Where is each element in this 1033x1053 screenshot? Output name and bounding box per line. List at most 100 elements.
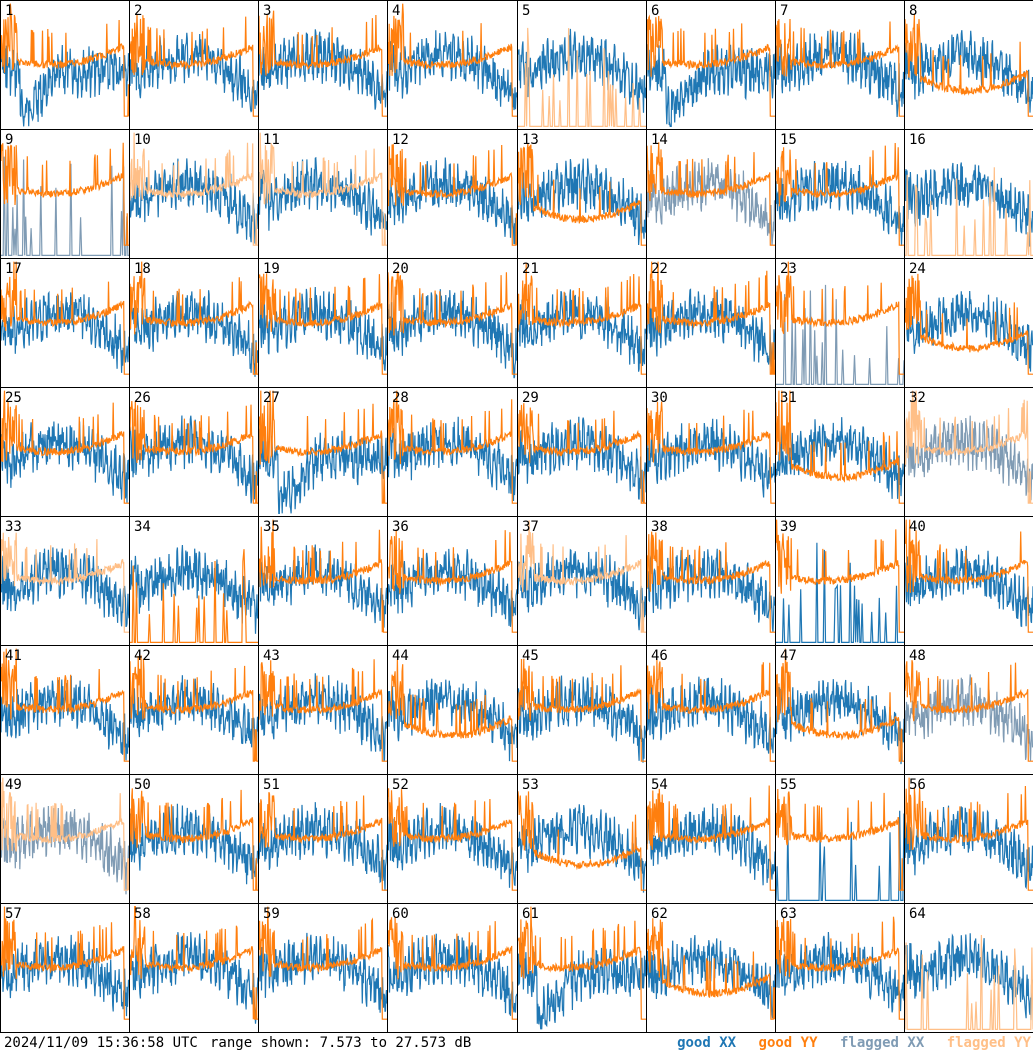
panel-label: 26 xyxy=(134,390,151,406)
panel-19: 19 xyxy=(258,258,388,388)
panel-label: 22 xyxy=(651,261,668,277)
panel-plot xyxy=(518,143,646,246)
panel-18: 18 xyxy=(129,258,259,388)
series-good-xx xyxy=(130,544,258,634)
panel-label: 25 xyxy=(5,390,22,406)
series-xx xyxy=(776,160,904,247)
panel-label: 54 xyxy=(651,777,668,793)
series-yy xyxy=(259,132,387,246)
panel-label: 7 xyxy=(780,3,789,19)
panel-plot xyxy=(259,906,387,1020)
series-yy xyxy=(388,390,517,504)
series-xx xyxy=(776,679,904,765)
series-xx xyxy=(1,934,129,1017)
panel-10: 10 xyxy=(129,129,259,259)
series-xx xyxy=(1,547,129,628)
series-xx xyxy=(388,289,517,379)
panel-plot xyxy=(518,263,646,375)
panel-plot xyxy=(518,403,646,504)
panel-plot xyxy=(776,261,904,386)
panel-label: 40 xyxy=(909,519,926,535)
panel-plot xyxy=(776,18,904,118)
panel-label: 19 xyxy=(263,261,280,277)
panel-33: 33 xyxy=(0,516,130,646)
panel-plot xyxy=(776,519,904,644)
panel-3: 3 xyxy=(258,0,388,130)
series-yy xyxy=(1,532,129,633)
series-yy xyxy=(388,3,517,117)
panel-22: 22 xyxy=(646,258,776,388)
panel-plot xyxy=(1,648,129,762)
panel-label: 14 xyxy=(651,132,668,148)
series-xx xyxy=(776,931,904,1013)
panel-label: 35 xyxy=(263,519,280,535)
panel-label: 1 xyxy=(5,3,14,19)
panel-label: 15 xyxy=(780,132,797,148)
series-yy xyxy=(905,390,1033,504)
series-yy xyxy=(388,270,517,375)
panel-plot xyxy=(259,659,387,762)
series-yy xyxy=(647,785,775,891)
series-yy xyxy=(388,916,517,1020)
panel-label: 18 xyxy=(134,261,151,277)
series-good-xx xyxy=(776,542,904,644)
panel-plot xyxy=(1,142,129,257)
panel-plot xyxy=(259,132,387,246)
series-yy xyxy=(1,906,129,1020)
panel-label: 49 xyxy=(5,777,22,793)
panel-61: 61 xyxy=(517,903,647,1033)
panel-label: 57 xyxy=(5,906,22,922)
panel-plot xyxy=(905,273,1033,375)
panel-53: 53 xyxy=(517,774,647,904)
series-xx xyxy=(905,805,1033,890)
series-xx xyxy=(130,932,258,1024)
panel-plot xyxy=(905,933,1033,1031)
series-xx xyxy=(259,428,387,515)
series-xx xyxy=(388,548,517,627)
panel-plot xyxy=(1,261,129,375)
panel-plot xyxy=(905,390,1033,504)
panel-label: 62 xyxy=(651,906,668,922)
panel-45: 45 xyxy=(517,645,647,775)
panel-13: 13 xyxy=(517,129,647,259)
panel-plot xyxy=(388,3,517,117)
panel-23: 23 xyxy=(775,258,905,388)
panel-plot xyxy=(905,162,1033,257)
series-yy xyxy=(518,906,646,1020)
series-xx xyxy=(259,544,387,628)
panel-56: 56 xyxy=(904,774,1033,904)
series-xx xyxy=(388,30,517,111)
panel-label: 60 xyxy=(392,906,409,922)
series-yy xyxy=(130,905,258,1020)
series-xx xyxy=(647,548,775,633)
series-yy xyxy=(647,531,775,633)
panel-30: 30 xyxy=(646,387,776,517)
series-yy xyxy=(518,263,646,375)
panel-label: 37 xyxy=(522,519,539,535)
panel-plot xyxy=(1,532,129,633)
series-yy xyxy=(647,14,775,117)
panel-plot xyxy=(130,14,258,117)
panel-plot xyxy=(518,520,646,633)
panel-label: 17 xyxy=(5,261,22,277)
panel-39: 39 xyxy=(775,516,905,646)
panel-plot xyxy=(259,519,387,633)
panel-15: 15 xyxy=(775,129,905,259)
series-yy xyxy=(518,403,646,504)
panel-plot xyxy=(518,658,646,763)
panel-plot xyxy=(1,3,129,127)
series-yy xyxy=(1,261,129,375)
series-yy xyxy=(130,400,258,504)
footer: 2024/11/09 15:36:58 UTC range shown: 7.5… xyxy=(0,1033,1033,1053)
series-yy xyxy=(130,132,258,246)
panel-8: 8 xyxy=(904,0,1033,130)
panel-plot xyxy=(905,660,1033,762)
panel-38: 38 xyxy=(646,516,776,646)
panel-57: 57 xyxy=(0,903,130,1033)
series-xx xyxy=(388,933,517,1016)
series-flagged-xx xyxy=(776,284,904,386)
panel-label: 53 xyxy=(522,777,539,793)
panel-plot xyxy=(388,659,517,762)
panel-label: 55 xyxy=(780,777,797,793)
series-xx xyxy=(130,290,258,377)
